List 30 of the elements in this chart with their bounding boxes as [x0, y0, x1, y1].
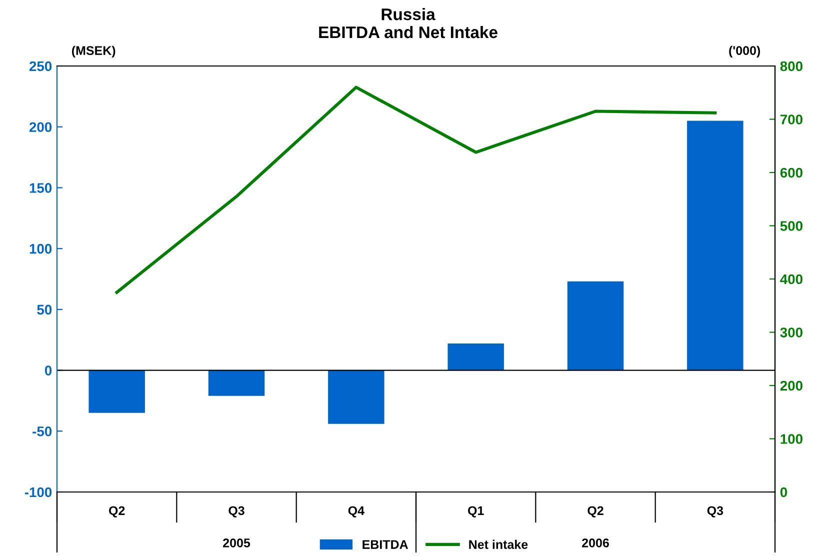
y2-tick-label: 600 — [780, 168, 802, 178]
x-tick-label: Q2 — [588, 506, 604, 518]
chart-title: Russia EBITDA and Net Intake — [319, 8, 498, 38]
y2-tick-label: 0 — [780, 487, 788, 498]
legend-label: EBITDA — [362, 540, 408, 549]
x-tick-label: Q3 — [228, 506, 244, 518]
y-axis-title: (MSEK) — [72, 46, 116, 58]
text: 2005 — [223, 538, 250, 548]
y-tick-label: 200 — [29, 122, 52, 132]
x-tick-label: Q4 — [348, 506, 364, 518]
y2-tick-label: 800 — [780, 61, 802, 72]
x-tick-label: Q1 — [468, 506, 484, 518]
x-tick-label: Q2 — [109, 506, 125, 518]
x-tick-label: Q3 — [707, 506, 724, 518]
text: 2006 — [582, 538, 609, 548]
y-tick-label: -100 — [24, 487, 52, 498]
y-tick-label: -50 — [32, 426, 52, 436]
y2-tick-label: 200 — [780, 380, 802, 391]
y2-tick-label: 300 — [780, 328, 802, 338]
y2-tick-label: 400 — [780, 274, 802, 284]
y2-tick-label: 100 — [780, 434, 802, 444]
y-tick-label: 50 — [37, 304, 52, 315]
y2-tick-label: 500 — [780, 221, 802, 231]
y2-tick-label: 700 — [780, 114, 802, 124]
legend-label: Net intake — [469, 540, 528, 549]
y-tick-label: 0 — [44, 366, 52, 376]
y-tick-label: 100 — [30, 244, 52, 254]
y2-axis-title: ('000) — [729, 46, 760, 58]
y-tick-label: 250 — [29, 61, 52, 72]
y-tick-label: 150 — [30, 183, 52, 193]
